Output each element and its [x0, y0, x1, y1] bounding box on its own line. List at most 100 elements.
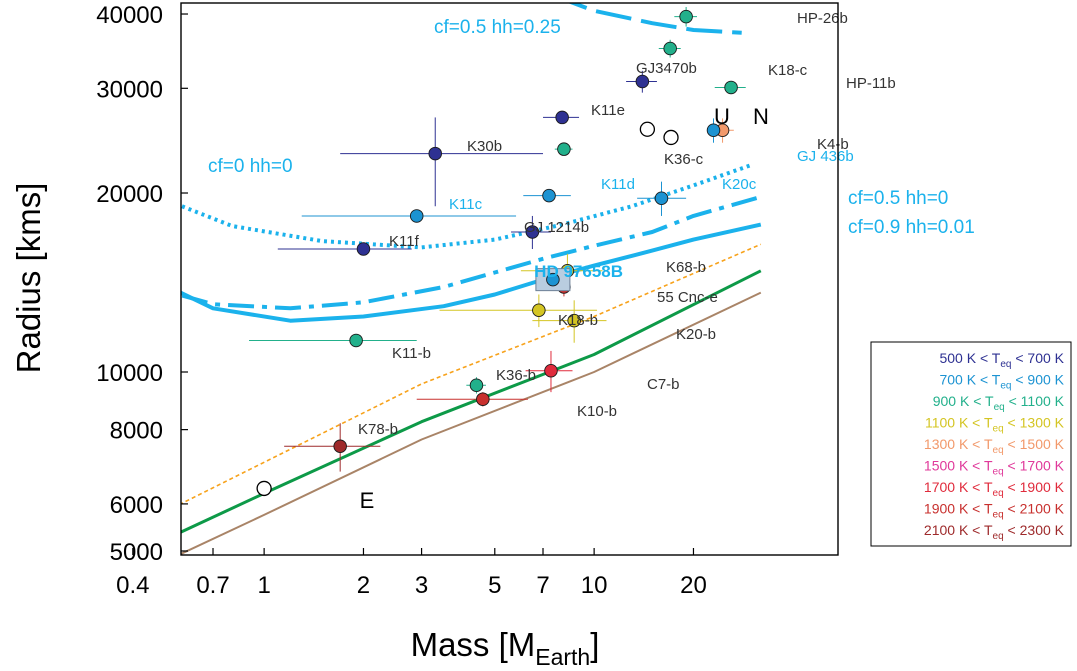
curve-orange-dotted [181, 243, 762, 505]
label-k18-b: K18-b [558, 312, 598, 329]
planet-k30b [340, 117, 544, 207]
curve-label-cf-0-hh-0: cf=0 hh=0 [208, 156, 293, 177]
point-gj-436b [706, 123, 721, 138]
label-gj-436b: GJ 436b [797, 148, 854, 165]
point-gj-1214b [525, 225, 540, 239]
solar-label-e: E [360, 488, 375, 513]
x-axis-title-main: Mass [M [411, 626, 536, 663]
curve-solid-thin [181, 291, 762, 555]
label-k20-b: K20-b [676, 326, 716, 343]
label-gj-1214b: GJ 1214b [524, 219, 589, 236]
planet-points [249, 7, 746, 497]
legend-sub-t900: eq [994, 402, 1005, 413]
legend-sub-t500: eq [1000, 359, 1011, 370]
point-k20-b [567, 313, 581, 328]
legend-high-t700: < 900 K [1011, 372, 1064, 388]
circle-e [256, 480, 272, 497]
legend-low-t2100: 2100 K < T [924, 522, 993, 538]
legend-entry-t2100: 2100 K < Teq < 2300 K [924, 522, 1065, 542]
label-hp-26b: HP-26b [797, 10, 848, 27]
curve-cf-0-5-hh-0-25 [567, 3, 742, 35]
legend-low-t1300: 1300 K < T [924, 436, 993, 452]
planet-k36-c [554, 142, 573, 156]
curve-solid [181, 269, 762, 534]
legend-low-t500: 500 K < T [939, 350, 1000, 366]
planet-k20-b [532, 300, 607, 343]
planet-k11c [301, 209, 517, 223]
legend-sub-t1900: eq [993, 510, 1004, 521]
plot-frame [180, 2, 839, 556]
legend-low-t1500: 1500 K < T [924, 458, 993, 474]
x-tick-label-3: 3 [415, 572, 428, 599]
x-tick-label-0-4: 0.4 [116, 572, 149, 599]
point-gj3470b [635, 74, 650, 89]
planet-k18-c [658, 39, 681, 58]
solar-planet-e [256, 480, 272, 497]
label-k36-b: K36-b [496, 367, 536, 384]
x-axis-title-end: ] [590, 626, 599, 663]
point-c7-b [544, 363, 558, 378]
y-tick-label-6000: 6000 [110, 492, 163, 519]
x-axis-title-sub: Earth [535, 644, 590, 670]
point-k36-b [469, 378, 484, 392]
curve-label-cf-0-9-hh-0-01: cf=0.9 hh=0.01 [848, 217, 975, 238]
planet-gj-436b [706, 118, 721, 143]
label-55-cnc-e: 55 Cnc-e [657, 289, 718, 306]
legend-sub-t1300: eq [993, 445, 1004, 456]
point-k11d [542, 188, 556, 203]
legend-low-t1700: 1700 K < T [924, 479, 993, 495]
label-k36-c: K36-c [664, 151, 704, 168]
label-hd-97658b: HD 97658B [534, 262, 623, 281]
legend-high-t500: < 700 K [1011, 350, 1064, 366]
y-axis-title: Radius [kms] [10, 183, 47, 374]
point-k10-b [476, 392, 490, 406]
planet-hd-97658b [535, 268, 571, 292]
legend-entry-t900: 900 K < Teq < 1100 K [933, 393, 1065, 413]
legend-entry-t700: 700 K < Teq < 900 K [939, 372, 1064, 392]
label-hp-11b: HP-11b [846, 75, 896, 92]
legend-sub-t1100: eq [993, 424, 1004, 435]
point-k78-b [333, 439, 347, 454]
planet-gj-1214b [511, 215, 551, 250]
y-tick-label-5000: 5000 [110, 539, 163, 566]
legend-low-t1100: 1100 K < T [925, 415, 993, 431]
y-tick-label-30000: 30000 [96, 76, 163, 103]
legend-low-t1900: 1900 K < T [924, 501, 993, 517]
legend-high-t1700: < 1900 K [1004, 479, 1065, 495]
label-k20c: K20c [722, 176, 757, 193]
legend-entry-t500: 500 K < Teq < 700 K [939, 350, 1064, 370]
x-tick-label-1: 1 [257, 572, 270, 599]
x-tick-label-10: 10 [581, 572, 608, 599]
planet-k11-b [249, 333, 417, 348]
legend-entry-t1500: 1500 K < Teq < 1700 K [924, 458, 1065, 478]
point-hd-97658b [546, 272, 560, 287]
legend-low-t700: 700 K < T [939, 372, 1000, 388]
model-curves [181, 3, 762, 555]
planet-k78-b [284, 423, 381, 472]
curve-cf-0-5-hh-0 [181, 194, 762, 311]
label-gj3470b: GJ3470b [636, 60, 697, 77]
x-tick-label-7: 7 [536, 572, 549, 599]
y-tick-label-8000: 8000 [110, 418, 163, 445]
legend-high-t900: < 1100 K [1005, 393, 1065, 409]
point-hp-11b [724, 80, 738, 95]
legend-sub-t1500: eq [993, 467, 1004, 478]
planet-k20c [637, 181, 687, 216]
planet-k36-b [466, 377, 486, 394]
legend-entry-t1300: 1300 K < Teq < 1500 K [924, 436, 1065, 456]
label-k11d: K11d [601, 176, 635, 193]
planet-hp-11b [714, 80, 746, 95]
point-hp-26b [679, 9, 693, 24]
point-k18-c [663, 41, 677, 56]
planet-c7-b [525, 350, 573, 393]
legend-low-t900: 900 K < T [933, 393, 994, 409]
legend-entry-t1700: 1700 K < Teq < 1900 K [924, 479, 1065, 499]
label-k78-b: K78-b [358, 421, 398, 438]
circle-n [663, 129, 679, 146]
legend-sub-t2100: eq [993, 531, 1004, 542]
point-k11c [409, 209, 424, 223]
label-c7-b: C7-b [647, 376, 680, 393]
legend-sub-t1700: eq [993, 488, 1004, 499]
